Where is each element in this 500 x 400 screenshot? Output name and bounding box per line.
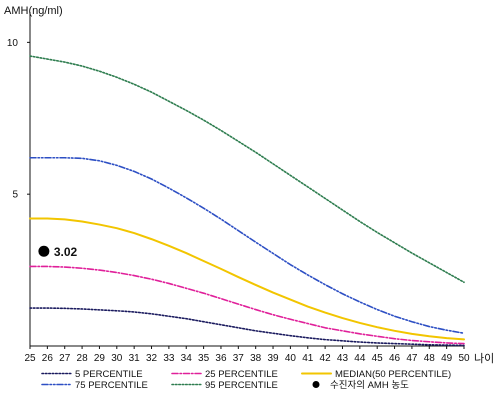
x-tick-label: 48 bbox=[424, 353, 436, 364]
x-tick-label: 41 bbox=[302, 353, 314, 364]
x-tick-label: 27 bbox=[59, 353, 71, 364]
x-tick-label: 42 bbox=[320, 353, 332, 364]
x-tick-label: 26 bbox=[42, 353, 54, 364]
x-tick-label: 44 bbox=[354, 353, 366, 364]
x-tick-label: 31 bbox=[129, 353, 141, 364]
series-line-95-percentile bbox=[29, 55, 465, 284]
plot-area: 3.02 bbox=[29, 55, 465, 347]
series-line-5-percentile bbox=[29, 307, 465, 347]
legend-point-marker bbox=[312, 381, 320, 388]
x-tick-label: 43 bbox=[337, 353, 349, 364]
series-line-75-percentile bbox=[29, 156, 465, 335]
x-axis-title: 나이 bbox=[474, 352, 494, 365]
axes: 5 10 25 26 27 28 29 30 31 32 33 34 35 36 37 38 39 40 41 42 4… bbox=[4, 5, 494, 365]
x-tick-label: 30 bbox=[111, 353, 123, 364]
x-tick-label: 36 bbox=[215, 353, 227, 364]
x-tick-label: 39 bbox=[267, 353, 279, 364]
x-tick-label: 38 bbox=[250, 353, 262, 364]
legend-label: 95 PERCENTILE bbox=[205, 380, 278, 391]
y-tick-label: 10 bbox=[7, 38, 19, 49]
x-tick-label: 50 bbox=[458, 353, 470, 364]
x-tick-label: 37 bbox=[233, 353, 245, 364]
x-tick-label: 45 bbox=[372, 353, 384, 364]
legend-label: 수진자의 AMH 농도 bbox=[330, 380, 409, 391]
x-tick-label: 29 bbox=[94, 353, 106, 364]
legend-label: MEDIAN(50 PERCENTILE) bbox=[335, 369, 451, 380]
x-tick-label: 33 bbox=[163, 353, 175, 364]
x-tick-label: 46 bbox=[389, 353, 401, 364]
legend-label: 75 PERCENTILE bbox=[75, 380, 148, 391]
x-tick-label: 32 bbox=[146, 353, 158, 364]
patient-amh-point bbox=[38, 245, 50, 257]
x-tick-label: 34 bbox=[181, 353, 193, 364]
x-tick-label: 47 bbox=[406, 353, 418, 364]
y-tick-label: 5 bbox=[12, 190, 18, 201]
legend-label: 5 PERCENTILE bbox=[75, 369, 143, 380]
patient-amh-value-label: 3.02 bbox=[54, 245, 78, 259]
legend: 5 PERCENTILE 25 PERCENTILE MEDIAN(50 PERCE… bbox=[41, 369, 451, 391]
legend-label: 25 PERCENTILE bbox=[205, 369, 278, 380]
x-tick-label: 25 bbox=[24, 353, 36, 364]
series-line-median-50-percentile- bbox=[29, 217, 465, 341]
x-tick-label: 35 bbox=[198, 353, 210, 364]
x-tick-label: 28 bbox=[77, 353, 89, 364]
series-line-25-percentile bbox=[29, 265, 465, 345]
x-tick-label: 49 bbox=[441, 353, 453, 364]
y-axis-title: AMH(ng/ml) bbox=[4, 5, 63, 17]
x-tick-label: 40 bbox=[285, 353, 297, 364]
